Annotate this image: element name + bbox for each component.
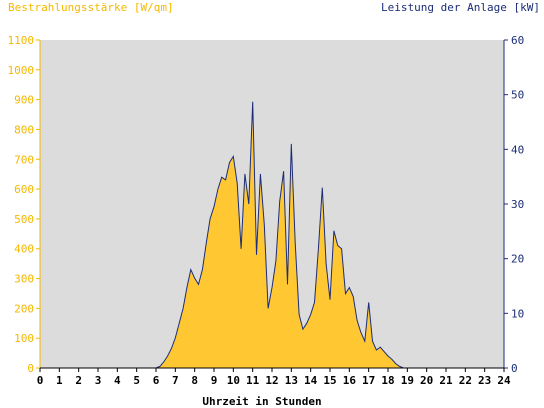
right-tick-label: 30	[511, 198, 524, 211]
x-tick-label: 1	[56, 374, 63, 387]
x-tick-label: 19	[401, 374, 414, 387]
irradiance-area	[40, 120, 504, 368]
x-tick-label: 6	[153, 374, 160, 387]
x-tick-label: 3	[95, 374, 102, 387]
left-tick-label: 100	[14, 332, 34, 345]
left-tick-label: 0	[27, 362, 34, 375]
x-tick-label: 15	[323, 374, 336, 387]
left-tick-label: 900	[14, 94, 34, 107]
x-tick-label: 2	[75, 374, 82, 387]
right-tick-label: 50	[511, 89, 524, 102]
x-axis-title: Uhrzeit in Stunden	[202, 395, 321, 408]
left-tick-label: 800	[14, 123, 34, 136]
left-tick-label: 400	[14, 243, 34, 256]
x-tick-label: 7	[172, 374, 179, 387]
left-tick-label: 1000	[8, 64, 35, 77]
x-tick-label: 10	[227, 374, 240, 387]
x-tick-label: 16	[343, 374, 357, 387]
x-tick-label: 18	[381, 374, 394, 387]
x-tick-label: 22	[459, 374, 472, 387]
right-tick-label: 60	[511, 34, 524, 47]
x-tick-label: 14	[304, 374, 318, 387]
left-tick-label: 700	[14, 153, 34, 166]
x-tick-label: 9	[211, 374, 218, 387]
x-tick-label: 11	[246, 374, 260, 387]
left-tick-label: 1100	[8, 34, 35, 47]
left-tick-label: 600	[14, 183, 34, 196]
right-axis-title: Leistung der Anlage [kW]	[381, 1, 540, 14]
x-tick-label: 23	[478, 374, 491, 387]
x-tick-label: 4	[114, 374, 121, 387]
left-axis-title: Bestrahlungsstärke [W/qm]	[8, 1, 174, 14]
x-tick-label: 20	[420, 374, 433, 387]
x-tick-label: 12	[265, 374, 278, 387]
x-tick-label: 8	[191, 374, 198, 387]
left-tick-label: 500	[14, 213, 34, 226]
x-tick-label: 0	[37, 374, 44, 387]
x-tick-label: 13	[285, 374, 298, 387]
power-line	[40, 101, 504, 369]
x-tick-label: 21	[439, 374, 453, 387]
right-tick-label: 20	[511, 253, 524, 266]
right-tick-label: 10	[511, 307, 524, 320]
x-tick-label: 24	[497, 374, 511, 387]
left-tick-label: 300	[14, 273, 34, 286]
right-tick-label: 40	[511, 143, 524, 156]
left-tick-label: 200	[14, 302, 34, 315]
x-tick-label: 17	[362, 374, 375, 387]
x-tick-label: 5	[133, 374, 140, 387]
right-tick-label: 0	[511, 362, 518, 375]
